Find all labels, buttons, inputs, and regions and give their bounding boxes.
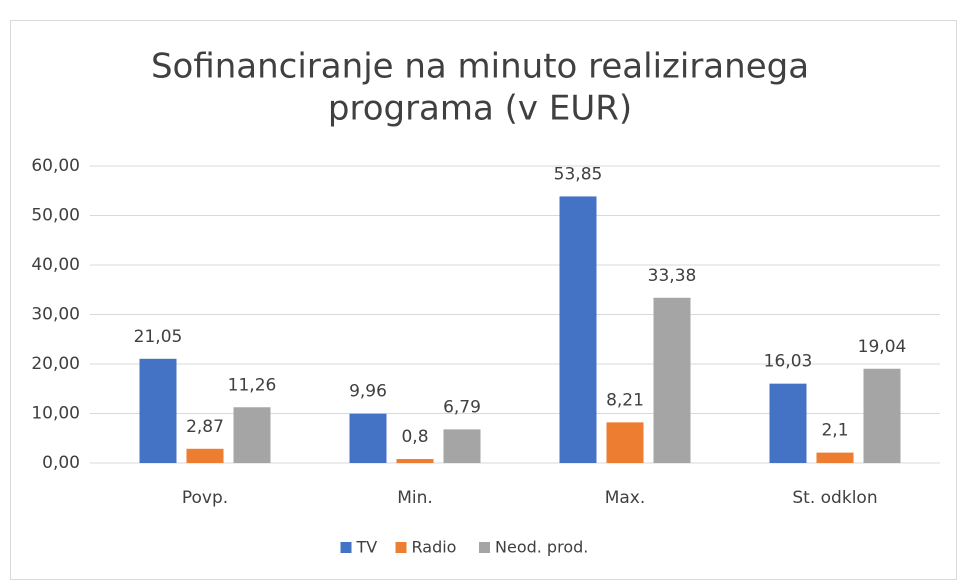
bar (816, 452, 854, 463)
chart-title: Sofinanciranje na minuto realiziranega (151, 47, 809, 87)
bar (769, 383, 807, 463)
legend-label: TV (356, 538, 378, 557)
y-tick-label: 10,00 (31, 404, 80, 424)
data-label: 21,05 (134, 327, 183, 347)
data-label: 9,96 (349, 382, 387, 402)
data-label: 53,85 (554, 164, 603, 184)
y-tick-label: 60,00 (31, 156, 80, 176)
legend-label: Radio (412, 538, 457, 557)
data-label: 16,03 (764, 352, 813, 372)
legend-swatch (395, 542, 407, 553)
data-label: 33,38 (648, 266, 697, 286)
y-tick-label: 30,00 (31, 305, 80, 325)
bar (863, 368, 901, 463)
x-tick-label: St. odklon (792, 488, 877, 508)
y-tick-label: 20,00 (31, 354, 80, 374)
bar (653, 297, 691, 463)
chart-border (10, 20, 957, 580)
legend-swatch (479, 542, 490, 553)
bar (186, 448, 224, 463)
chart-title: programa (v EUR) (328, 89, 632, 129)
x-tick-label: Povp. (182, 488, 228, 508)
y-tick-label: 0,00 (42, 453, 80, 473)
bar (559, 196, 597, 463)
bar (349, 413, 387, 463)
bar (233, 407, 271, 463)
legend-swatch (340, 542, 352, 553)
bar (606, 422, 644, 463)
legend-label: Neod. prod. (495, 538, 588, 557)
data-label: 0,8 (401, 427, 428, 447)
data-label: 2,87 (186, 417, 224, 437)
data-label: 2,1 (821, 421, 848, 441)
x-tick-label: Max. (605, 488, 646, 508)
data-label: 19,04 (858, 337, 907, 357)
data-label: 6,79 (443, 397, 481, 417)
data-label: 11,26 (228, 375, 277, 395)
x-tick-label: Min. (397, 488, 433, 508)
data-label: 8,21 (606, 390, 644, 410)
bar (396, 459, 434, 463)
bar (443, 429, 481, 463)
y-tick-label: 50,00 (31, 206, 80, 226)
y-tick-label: 40,00 (31, 255, 80, 275)
bar (139, 358, 177, 463)
